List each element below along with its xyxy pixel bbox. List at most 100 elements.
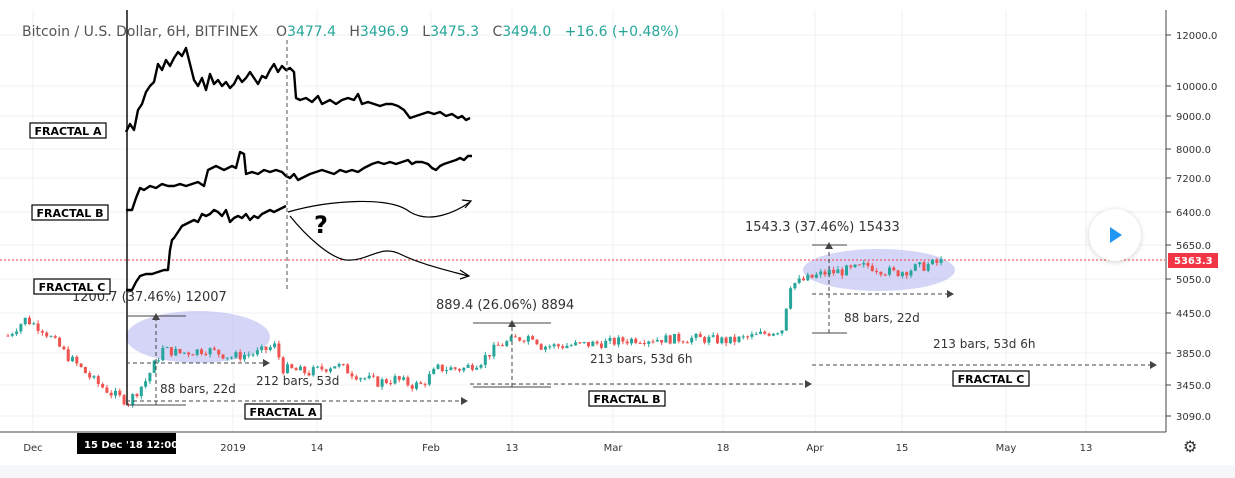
candle	[642, 339, 646, 346]
arrowhead-b-range	[805, 380, 812, 388]
time-tick: 2019	[220, 443, 245, 454]
candle	[311, 365, 315, 377]
candle	[544, 345, 547, 353]
candle	[617, 335, 621, 348]
change-value: +16.6 (+0.48%)	[564, 24, 680, 40]
last-price-badge: 5363.3	[1168, 253, 1218, 268]
candle	[225, 357, 229, 361]
candle	[251, 352, 255, 358]
candle	[337, 362, 341, 369]
candle	[290, 363, 294, 369]
candle	[690, 335, 694, 345]
candle	[217, 349, 221, 358]
candle	[655, 337, 659, 342]
candle	[243, 351, 246, 362]
candle	[625, 338, 629, 346]
arrowhead-b-up	[508, 320, 516, 327]
candle	[604, 338, 608, 349]
candle	[698, 331, 702, 338]
price-tick: 7200.0	[1176, 174, 1211, 185]
candle	[630, 337, 633, 346]
candle	[823, 269, 827, 277]
candle	[268, 344, 272, 352]
candle	[281, 356, 285, 375]
bars-c-label: 88 bars, 22d	[844, 311, 920, 325]
candle	[685, 340, 689, 344]
candle	[939, 256, 943, 266]
candle	[909, 269, 913, 278]
candle	[71, 355, 74, 362]
candle	[694, 333, 698, 341]
candle	[402, 375, 406, 381]
settings-gear-icon[interactable]: ⚙	[1183, 437, 1198, 456]
candle	[522, 339, 526, 344]
candle	[539, 343, 543, 351]
candle	[298, 364, 302, 371]
candle	[40, 329, 44, 336]
candle	[780, 330, 784, 336]
play-button[interactable]	[1089, 209, 1141, 261]
candle	[58, 336, 62, 348]
fractal-sketch-c	[126, 204, 287, 292]
candle	[221, 354, 225, 360]
candle	[324, 368, 328, 374]
close-key: C	[492, 24, 503, 40]
candle	[763, 330, 767, 335]
play-icon	[1110, 227, 1122, 243]
candle	[900, 271, 904, 279]
price-tick: 5050.0	[1176, 275, 1211, 286]
candle	[49, 335, 53, 338]
candle	[728, 336, 732, 345]
candle	[359, 377, 363, 383]
candle	[148, 372, 152, 385]
high-value: 3496.9	[359, 24, 409, 40]
candle	[449, 365, 453, 371]
candle	[716, 332, 719, 345]
candle	[350, 370, 354, 380]
candle	[178, 348, 182, 355]
fractal-sketch-a	[124, 46, 471, 133]
candle	[664, 333, 668, 343]
candle	[634, 337, 638, 345]
candle	[720, 336, 724, 345]
candle	[28, 315, 31, 325]
fractal-label-box: FRACTAL A	[29, 122, 107, 139]
measure-b-label: 889.4 (26.06%) 8894	[436, 298, 574, 313]
candle	[651, 339, 655, 344]
candle	[234, 350, 238, 359]
candle	[759, 328, 762, 335]
candle	[681, 340, 685, 344]
candle	[608, 335, 612, 344]
measure-c-label: 1543.3 (37.46%) 15433	[745, 220, 900, 235]
candle	[303, 365, 307, 376]
bars-c-span-label: 213 bars, 53d 6h	[933, 337, 1035, 351]
price-axis[interactable]: 12000.0 10000.0 9000.0 8000.0 7200.0 6400.0 56…	[1166, 31, 1218, 423]
candle	[419, 381, 423, 385]
candle	[410, 383, 414, 392]
time-tick: 13	[506, 443, 519, 454]
measure-tools	[126, 244, 1155, 406]
candle	[591, 340, 595, 347]
candle	[703, 335, 707, 345]
candle	[501, 343, 504, 347]
time-axis[interactable]: Dec 2019 14 Feb 13 Mar 18 Apr 15 May 13 15 Dec '18 …	[23, 433, 1092, 454]
candle	[320, 363, 324, 372]
candle	[587, 342, 590, 348]
low-key: L	[422, 24, 431, 40]
candle	[458, 368, 461, 373]
candle	[737, 336, 741, 344]
candle	[552, 343, 556, 349]
candle	[505, 339, 509, 348]
candle	[255, 347, 259, 357]
candle	[152, 359, 156, 373]
candle	[810, 274, 814, 279]
candle	[169, 347, 173, 358]
fractal-sketch-b	[126, 150, 472, 212]
candle	[707, 334, 711, 346]
candle	[578, 341, 582, 345]
time-tick: Feb	[422, 443, 440, 454]
arrowhead-c-span	[947, 290, 954, 298]
candle	[135, 392, 139, 399]
candle	[260, 344, 264, 353]
